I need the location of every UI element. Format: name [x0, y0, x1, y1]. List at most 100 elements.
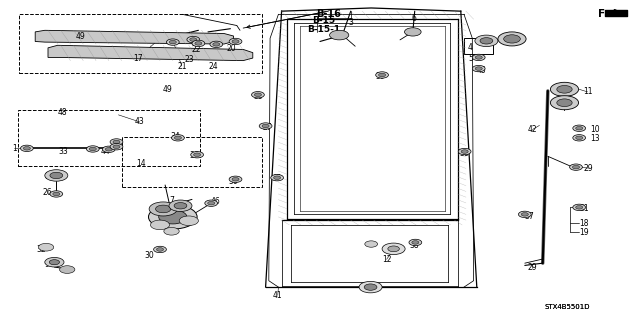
Text: 43: 43: [134, 117, 145, 126]
Text: 42: 42: [527, 125, 538, 134]
Circle shape: [189, 38, 197, 41]
Circle shape: [169, 41, 177, 44]
Text: B-16: B-16: [316, 9, 340, 19]
Text: 5: 5: [468, 54, 473, 63]
Circle shape: [274, 176, 280, 179]
Circle shape: [110, 144, 123, 150]
Circle shape: [102, 146, 115, 152]
Circle shape: [388, 246, 399, 252]
Circle shape: [205, 200, 218, 206]
Circle shape: [404, 28, 421, 36]
Circle shape: [50, 172, 63, 179]
Circle shape: [49, 260, 60, 265]
Text: 10: 10: [590, 125, 600, 134]
Circle shape: [156, 205, 171, 213]
Text: 48: 48: [58, 108, 68, 117]
Circle shape: [154, 246, 166, 253]
Text: 46: 46: [210, 197, 220, 206]
Circle shape: [382, 243, 405, 255]
Circle shape: [573, 165, 580, 169]
Circle shape: [150, 220, 170, 230]
Circle shape: [379, 73, 385, 77]
Bar: [122, 137, 262, 187]
Text: 29: 29: [584, 164, 594, 173]
Text: 41: 41: [273, 291, 283, 300]
Circle shape: [232, 40, 239, 43]
Text: 45: 45: [476, 66, 486, 75]
Circle shape: [576, 206, 583, 209]
Circle shape: [164, 227, 179, 235]
Circle shape: [365, 241, 378, 247]
Circle shape: [174, 136, 182, 140]
Text: 36: 36: [189, 151, 199, 160]
Circle shape: [232, 177, 239, 181]
Text: 1: 1: [12, 144, 17, 152]
Circle shape: [113, 145, 120, 149]
Text: 35: 35: [253, 92, 263, 101]
Bar: [19, 14, 262, 73]
Text: 13: 13: [590, 134, 600, 143]
Circle shape: [229, 38, 242, 45]
Circle shape: [45, 257, 64, 267]
Circle shape: [195, 42, 202, 45]
Circle shape: [148, 205, 197, 229]
Circle shape: [252, 92, 264, 98]
Circle shape: [113, 140, 120, 144]
Circle shape: [262, 124, 269, 128]
Circle shape: [174, 203, 187, 209]
Circle shape: [38, 243, 54, 251]
Text: 11: 11: [583, 87, 592, 96]
Circle shape: [521, 212, 528, 216]
Circle shape: [212, 43, 220, 46]
Circle shape: [45, 170, 68, 181]
Circle shape: [86, 146, 99, 152]
Text: 26: 26: [42, 189, 52, 197]
Text: 19: 19: [579, 228, 589, 237]
Text: 44: 44: [100, 147, 111, 156]
Circle shape: [192, 40, 205, 47]
Circle shape: [255, 93, 262, 97]
Text: 14: 14: [136, 159, 146, 168]
Circle shape: [359, 281, 382, 293]
Circle shape: [259, 123, 272, 129]
Circle shape: [60, 266, 75, 273]
Circle shape: [412, 241, 419, 244]
Text: 47: 47: [271, 174, 282, 183]
Circle shape: [156, 248, 164, 251]
Circle shape: [191, 152, 204, 158]
Text: 6: 6: [411, 14, 416, 23]
Circle shape: [24, 146, 31, 150]
Text: 50: 50: [228, 177, 238, 186]
Circle shape: [573, 204, 586, 211]
Text: 17: 17: [132, 54, 143, 63]
Text: 38: 38: [409, 241, 419, 250]
Circle shape: [187, 36, 200, 43]
Circle shape: [461, 150, 468, 153]
Circle shape: [472, 54, 485, 61]
Text: 28: 28: [567, 100, 576, 109]
Circle shape: [573, 125, 586, 131]
Circle shape: [159, 210, 187, 224]
Text: 30: 30: [145, 251, 155, 260]
Circle shape: [498, 32, 526, 46]
Text: 25: 25: [513, 37, 524, 46]
Text: 23: 23: [184, 55, 195, 63]
Text: 29: 29: [527, 263, 538, 272]
Bar: [18, 110, 200, 166]
Circle shape: [458, 148, 471, 155]
Text: 4: 4: [468, 43, 473, 52]
Circle shape: [570, 164, 582, 170]
Circle shape: [557, 85, 572, 93]
Polygon shape: [48, 45, 253, 61]
Text: 37: 37: [524, 212, 534, 221]
Text: 21: 21: [177, 62, 186, 70]
Circle shape: [169, 200, 192, 211]
Circle shape: [573, 135, 586, 141]
Circle shape: [330, 30, 349, 40]
Text: 49: 49: [76, 32, 86, 41]
Text: 7: 7: [169, 197, 174, 205]
Circle shape: [149, 202, 177, 216]
Text: 32: 32: [36, 245, 47, 254]
Circle shape: [90, 147, 96, 151]
Circle shape: [364, 284, 377, 290]
